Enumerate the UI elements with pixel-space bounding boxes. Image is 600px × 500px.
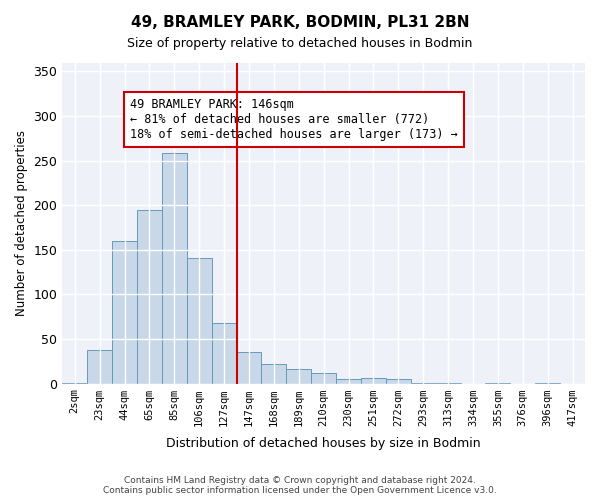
Bar [262, 364, 286, 384]
Bar [112, 241, 137, 384]
Bar [137, 210, 162, 384]
Text: 49 BRAMLEY PARK: 146sqm
← 81% of detached houses are smaller (772)
18% of semi-d: 49 BRAMLEY PARK: 146sqm ← 81% of detache… [130, 98, 458, 141]
X-axis label: Distribution of detached houses by size in Bodmin: Distribution of detached houses by size … [166, 437, 481, 450]
Bar [286, 370, 311, 384]
Bar [212, 323, 236, 384]
Bar [87, 350, 112, 384]
Bar [187, 258, 212, 384]
Text: Size of property relative to detached houses in Bodmin: Size of property relative to detached ho… [127, 38, 473, 51]
Bar [336, 379, 361, 384]
Text: Contains HM Land Registry data © Crown copyright and database right 2024.
Contai: Contains HM Land Registry data © Crown c… [103, 476, 497, 495]
Bar [386, 379, 411, 384]
Bar [361, 378, 386, 384]
Bar [535, 382, 560, 384]
Bar [311, 373, 336, 384]
Bar [411, 382, 436, 384]
Y-axis label: Number of detached properties: Number of detached properties [15, 130, 28, 316]
Bar [485, 382, 511, 384]
Text: 49, BRAMLEY PARK, BODMIN, PL31 2BN: 49, BRAMLEY PARK, BODMIN, PL31 2BN [131, 15, 469, 30]
Bar [236, 352, 262, 384]
Bar [436, 382, 461, 384]
Bar [162, 154, 187, 384]
Bar [62, 382, 87, 384]
